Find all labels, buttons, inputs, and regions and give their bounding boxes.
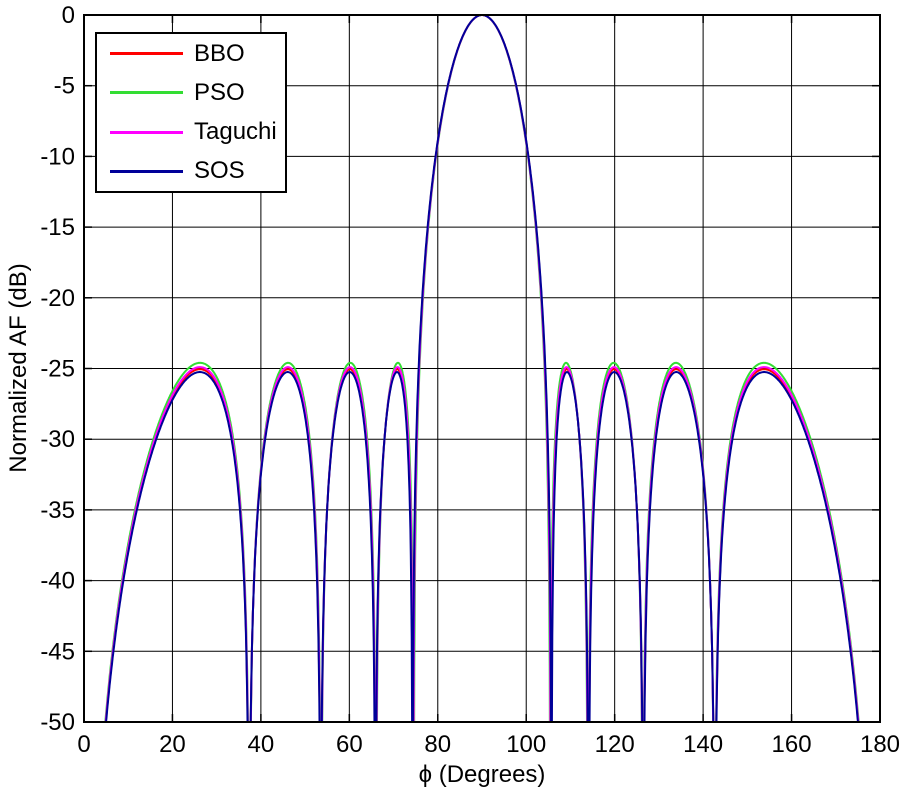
x-tick-label: 40 (248, 731, 275, 758)
y-tick-label: -15 (40, 214, 75, 241)
y-tick-label: -20 (40, 285, 75, 312)
series-line-taguchi (104, 15, 860, 722)
series-line-sos (105, 15, 859, 722)
legend-item-sos: SOS (97, 152, 285, 190)
plot-area: 0 20 40 60 80 100 120 140 160 180 0 -5 -10 -15 -20 -25 -… (40, 2, 900, 758)
x-tick-label: 60 (336, 731, 363, 758)
tick-labels: 0 20 40 60 80 100 120 140 160 180 0 -5 -10 -15 -20 -25 -… (40, 2, 900, 758)
x-tick-label: 0 (77, 731, 90, 758)
legend-label: BBO (194, 39, 245, 67)
legend-label: PSO (194, 78, 245, 106)
legend-line-sos (110, 169, 183, 173)
y-tick-label: 0 (62, 2, 75, 29)
tick-marks (83, 14, 881, 723)
y-tick-label: -25 (40, 356, 75, 383)
x-tick-label: 140 (683, 731, 723, 758)
y-tick-label: -45 (40, 638, 75, 665)
legend-item-pso: PSO (97, 74, 285, 112)
x-tick-label: 80 (424, 731, 451, 758)
y-tick-label: -50 (40, 709, 75, 736)
legend-line-pso (110, 91, 183, 95)
y-tick-label: -30 (40, 426, 75, 453)
x-tick-label: 100 (506, 731, 546, 758)
y-tick-label: -5 (54, 73, 75, 100)
legend-label: Taguchi (194, 118, 277, 146)
y-axis-label: Normalized AF (dB) (5, 263, 32, 472)
legend-line-bbo (110, 52, 183, 56)
legend-item-bbo: BBO (97, 35, 285, 73)
x-axis-label: ϕ (Degrees) (419, 761, 546, 788)
x-tick-label: 20 (159, 731, 186, 758)
y-tick-label: -35 (40, 497, 75, 524)
legend: BBO PSO Taguchi SOS (95, 32, 287, 193)
legend-item-taguchi: Taguchi (97, 113, 285, 151)
x-tick-label: 120 (595, 731, 635, 758)
legend-line-taguchi (110, 130, 183, 134)
series-line-pso (104, 15, 860, 722)
series-line-bbo (104, 15, 860, 722)
legend-label: SOS (194, 157, 245, 185)
x-tick-label: 160 (772, 731, 812, 758)
series-lines (104, 15, 860, 722)
y-tick-label: -10 (40, 143, 75, 170)
y-tick-label: -40 (40, 568, 75, 595)
x-tick-label: 180 (860, 731, 900, 758)
